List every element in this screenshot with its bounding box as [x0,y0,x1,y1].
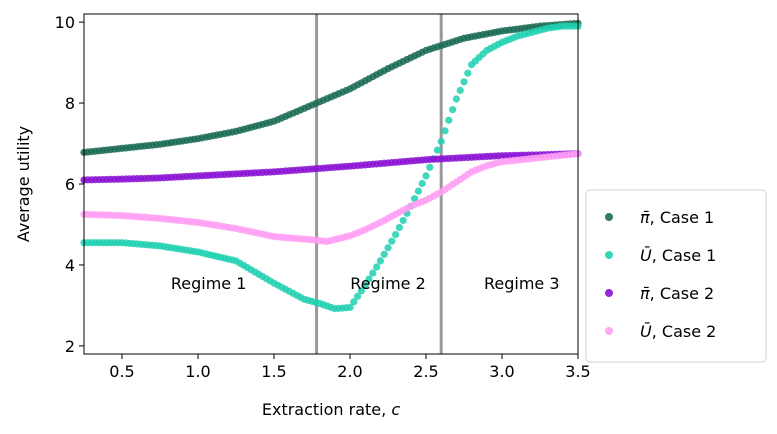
regime-boundary-lines [315,14,443,354]
data-point [441,127,449,135]
legend-marker [605,327,613,335]
data-point [357,287,365,295]
data-point [464,69,472,77]
plot-background [84,14,578,354]
data-point [422,172,430,180]
data-point [399,216,407,225]
x-tick-label: 2.0 [337,362,362,381]
series-layer [80,19,582,313]
series-1 [80,19,582,157]
x-tick-label: 3.5 [565,362,590,381]
data-point [350,298,358,306]
data-point [456,86,464,94]
data-point [354,292,362,300]
series-4 [80,150,582,246]
y-axis-label: Average utility [14,126,33,242]
data-point [346,303,354,312]
data-point [414,187,422,195]
legend-marker [605,213,613,221]
data-point [361,281,369,289]
data-point [433,146,441,154]
legend-marker [605,289,613,297]
data-point [388,237,396,245]
data-point [418,179,426,188]
legend-box [585,189,767,363]
y-tick-label: 2 [65,337,75,356]
y-tick-label: 4 [65,256,75,275]
y-tick-label: 8 [65,94,75,113]
data-point [452,95,460,103]
data-point [460,78,468,86]
data-point [426,163,434,171]
data-point [395,223,403,232]
data-point [449,106,457,114]
plot-area: Regime 1 Regime 2 Regime 3 [80,13,582,355]
x-axis-label-text: Extraction rate, [262,400,391,419]
legend-entry: Ū, Case 1 [640,246,716,265]
regime-label: Regime 3 [484,274,560,293]
data-point [445,116,453,124]
series-3 [80,150,582,184]
x-tick-label: 0.5 [109,362,134,381]
legend-entry: Ū, Case 2 [640,322,716,341]
x-tick-label: 3.0 [489,362,514,381]
regime-label: Regime 2 [350,274,426,293]
regime-label: Regime 1 [171,274,247,293]
data-point [384,244,392,252]
data-point [392,230,400,239]
y-tick-label: 10 [55,13,75,32]
legend: π̄, Case 1 Ū, Case 1 π̄, Case 2 Ū, Case 2 [585,189,767,363]
x-tick-label: 1.5 [261,362,286,381]
y-axis: 2 4 6 8 10 [55,13,84,356]
data-point [373,263,381,271]
data-point [365,275,373,283]
x-axis-label-var: c [391,400,400,419]
legend-entry: π̄, Case 1 [640,208,714,227]
y-tick-label: 6 [65,175,75,194]
regime-labels: Regime 1 Regime 2 Regime 3 [171,274,560,293]
x-axis-label: Extraction rate, c [262,400,400,419]
data-point [376,257,384,265]
x-tick-label: 2.5 [413,362,438,381]
legend-marker [605,251,613,259]
data-point [369,269,377,277]
x-tick-label: 1.0 [185,362,210,381]
x-axis: 0.5 1.0 1.5 2.0 2.5 3.0 3.5 [109,354,591,381]
data-point [437,137,445,146]
data-point [380,250,388,258]
legend-entry: π̄, Case 2 [640,284,714,303]
